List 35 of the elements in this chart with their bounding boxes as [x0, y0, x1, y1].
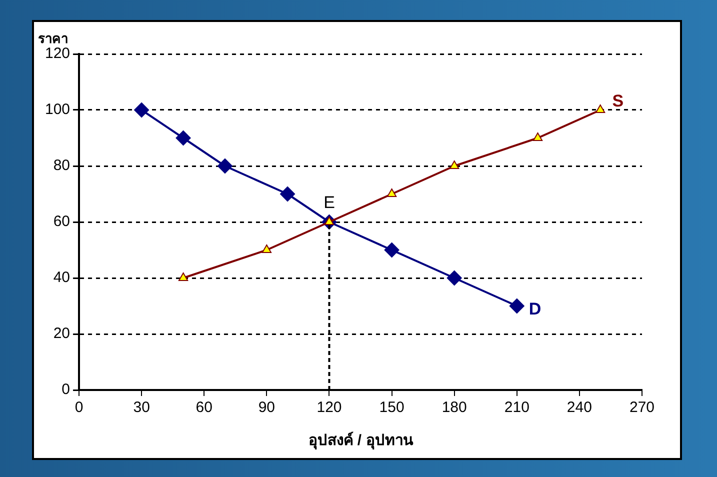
point: [280, 186, 296, 202]
y-tick-label: 60: [53, 213, 70, 230]
point: [384, 242, 400, 258]
x-axis-title: อุปสงค์ / อุปทาน: [308, 431, 414, 450]
y-tick-label: 80: [53, 157, 70, 174]
annotation: E: [324, 193, 335, 212]
series-label: S: [612, 92, 624, 111]
x-tick-label: 180: [442, 399, 467, 416]
point: [178, 272, 188, 281]
point: [134, 102, 150, 118]
y-tick-label: 120: [44, 45, 70, 62]
point: [217, 158, 232, 174]
x-tick-label: 210: [504, 399, 530, 416]
series-label: D: [528, 300, 542, 319]
point: [532, 132, 543, 141]
point: [386, 188, 397, 197]
x-tick-label: 0: [74, 399, 84, 416]
point: [446, 270, 462, 286]
x-tick-label: 30: [133, 399, 150, 416]
y-axis-title: ราคา: [38, 30, 68, 48]
x-tick-label: 60: [196, 399, 212, 416]
y-tick-label: 20: [53, 325, 70, 342]
point: [595, 104, 606, 113]
point: [450, 160, 460, 169]
x-tick-label: 90: [258, 399, 276, 416]
point: [262, 244, 272, 253]
x-tick-label: 270: [629, 399, 655, 416]
y-tick-label: 100: [44, 101, 70, 118]
y-tick-label: 0: [62, 381, 70, 398]
point: [509, 298, 524, 314]
x-tick-label: 150: [379, 399, 404, 416]
x-tick-label: 240: [566, 399, 592, 416]
y-tick-label: 40: [53, 269, 70, 286]
x-tick-label: 120: [316, 399, 342, 416]
point: [176, 130, 191, 146]
